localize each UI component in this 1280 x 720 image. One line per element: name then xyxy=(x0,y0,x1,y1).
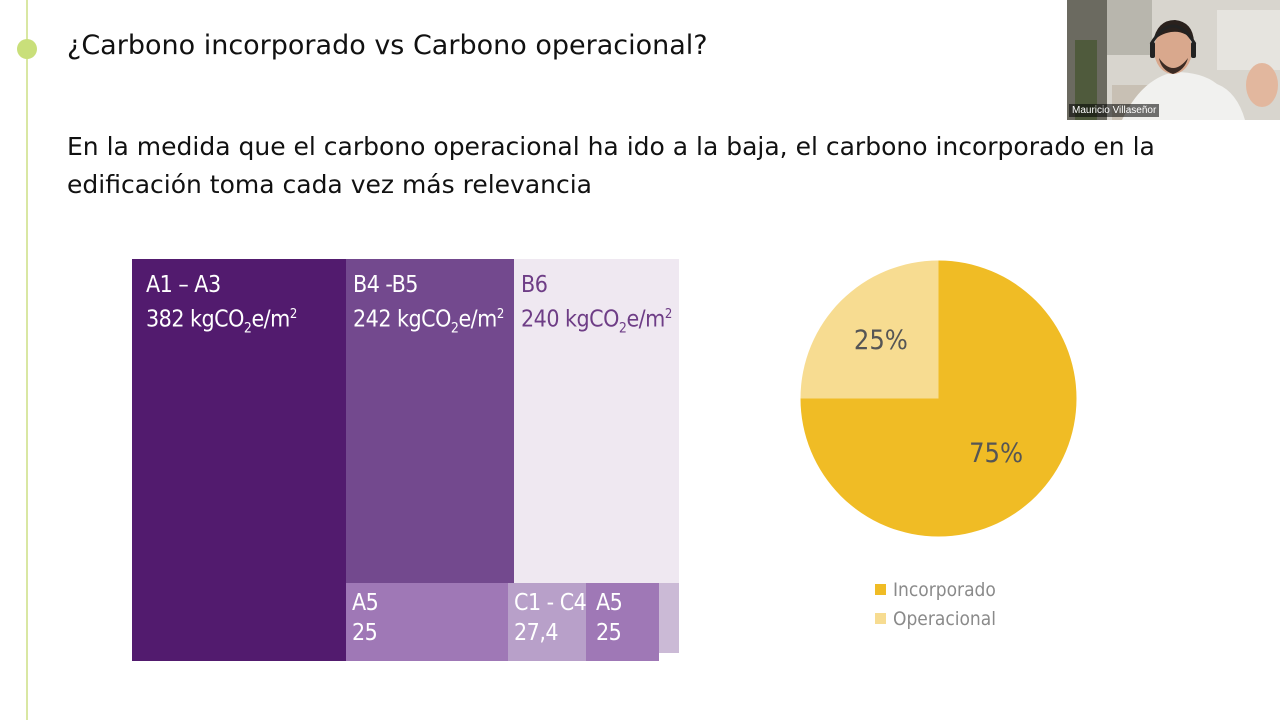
treemap-tile-b4-b5: B4 -B5 242 kgCO2e/m2 xyxy=(346,259,514,583)
pie-label-operacional: 25% xyxy=(853,324,908,356)
tile-value: 25 xyxy=(352,620,378,646)
legend-swatch xyxy=(875,613,886,624)
treemap-tile-b6: B6 240 kgCO2e/m2 xyxy=(514,259,679,583)
slide-subtitle: En la medida que el carbono operacional … xyxy=(67,132,1155,199)
webcam-video-image xyxy=(1067,0,1280,120)
pie-slice-operacional xyxy=(800,260,939,399)
tile-label: A5 xyxy=(596,590,623,616)
treemap-tile-a1-a3: A1 – A3 382 kgCO2e/m2 xyxy=(132,259,346,661)
tile-value: 25 xyxy=(596,620,622,646)
legend-label: Operacional xyxy=(893,607,996,630)
slide-title: ¿Carbono incorporado vs Carbono operacio… xyxy=(67,30,708,61)
tile-value: 382 kgCO2e/m2 xyxy=(146,306,297,337)
legend-swatch xyxy=(875,584,886,595)
tile-label: B4 -B5 xyxy=(353,272,418,298)
treemap-tile-c1-c4: C1 - C4 27,4 xyxy=(508,583,587,661)
tile-value: 27,4 xyxy=(514,620,559,646)
tile-label: B6 xyxy=(521,272,548,298)
treemap: A1 – A3 382 kgCO2e/m2 B4 -B5 242 kgCO2e/… xyxy=(132,259,679,661)
tile-label: C1 - C4 xyxy=(514,590,587,616)
pie-legend: Incorporado Operacional xyxy=(875,575,996,633)
treemap-tile-a5: A5 25 xyxy=(346,583,508,661)
legend-label: Incorporado xyxy=(893,578,996,601)
treemap-tile-rest xyxy=(659,583,679,653)
pie-label-incorporado: 75% xyxy=(969,438,1024,470)
slide-rail-line xyxy=(26,0,28,720)
legend-item-incorporado: Incorporado xyxy=(875,575,996,604)
tile-value: 240 kgCO2e/m2 xyxy=(521,306,672,337)
pie-chart xyxy=(800,260,1077,537)
slide-rail-dot xyxy=(17,39,37,59)
tile-value: 242 kgCO2e/m2 xyxy=(353,306,504,337)
tile-label: A5 xyxy=(352,590,379,616)
webcam-participant-name: Mauricio Villaseñor xyxy=(1069,104,1160,117)
treemap-tile-a5-b: A5 25 xyxy=(586,583,659,661)
legend-item-operacional: Operacional xyxy=(875,604,996,633)
tile-label: A1 – A3 xyxy=(146,272,221,298)
webcam-thumbnail[interactable]: Mauricio Villaseñor xyxy=(1067,0,1280,120)
